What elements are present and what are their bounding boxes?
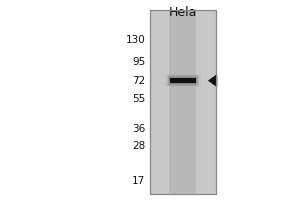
Text: 55: 55 [132,94,146,104]
Text: 17: 17 [132,176,146,186]
Text: 72: 72 [132,76,146,86]
Bar [167,75,199,86]
Bar [169,77,197,84]
Text: 28: 28 [132,141,146,151]
Text: Hela: Hela [169,6,197,19]
Text: 36: 36 [132,124,146,134]
Bar [169,10,196,194]
Bar [170,78,196,83]
Bar [168,76,198,85]
Bar [150,10,216,194]
Polygon shape [208,75,217,87]
Bar [150,10,216,194]
Bar [166,74,200,87]
Text: 130: 130 [126,35,146,45]
Text: 95: 95 [132,57,146,67]
